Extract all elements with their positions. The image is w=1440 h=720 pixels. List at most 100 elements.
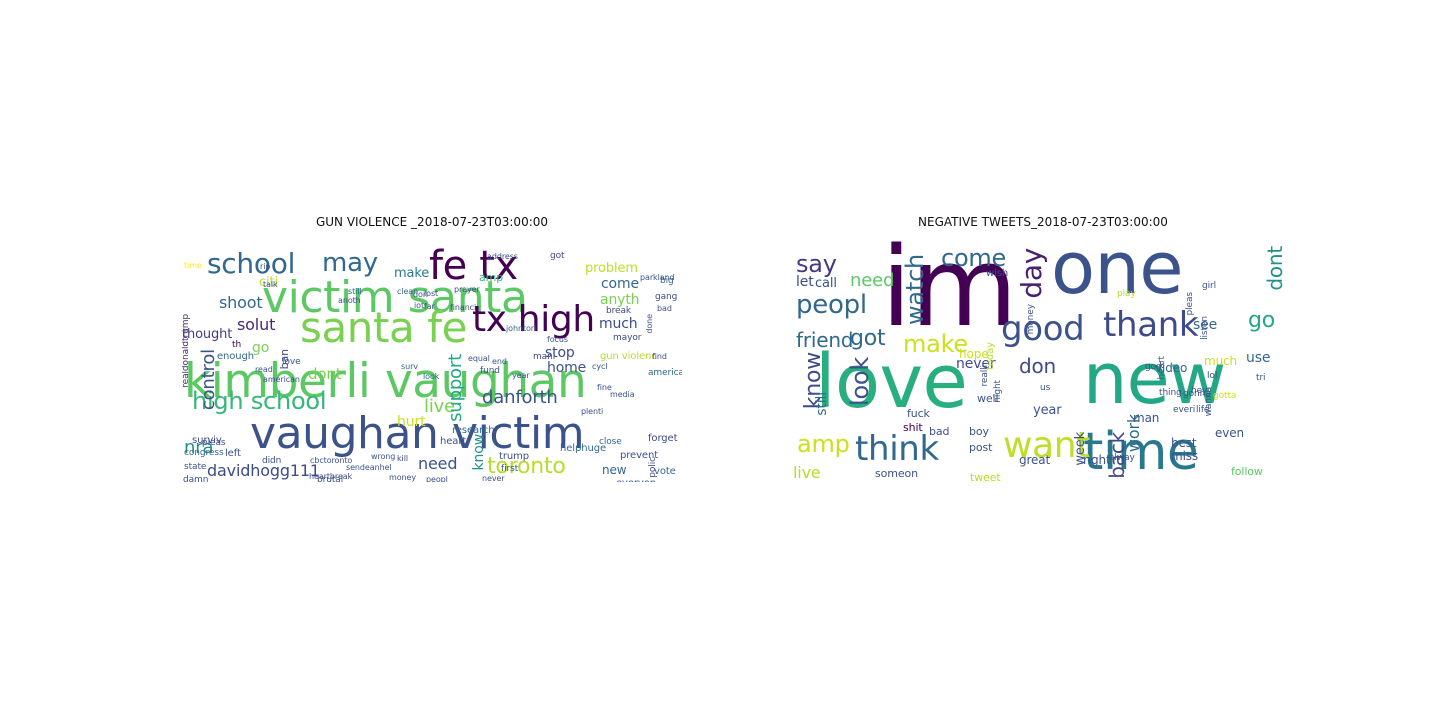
word-home: home: [547, 360, 587, 376]
word-pleas: pleas: [1185, 292, 1195, 316]
word-johntori: johntori: [506, 324, 537, 333]
word-enough: enough: [217, 351, 255, 362]
word-vote: vote: [654, 466, 676, 477]
word-peopl: peopl: [426, 475, 448, 483]
word-never: never: [482, 474, 505, 483]
word-solut: solut: [237, 315, 276, 334]
word-play: play: [1117, 289, 1136, 299]
word-done: done: [645, 314, 654, 334]
word-don: don: [1019, 354, 1057, 378]
word-everyon: everyon: [616, 479, 656, 483]
word-fe-tx: fe tx: [429, 243, 518, 289]
word-fund: fund: [480, 366, 500, 376]
panel-title: NEGATIVE TWEETS_2018-07-23T03:00:00: [918, 215, 1168, 229]
word-fine: fine: [597, 383, 612, 392]
word-listen: listen: [1200, 316, 1210, 340]
word-realdonaldtrump: realdonaldtrump: [182, 314, 191, 388]
word-amp: amp: [797, 430, 850, 458]
word-read: read: [255, 365, 273, 374]
word-great: great: [1019, 453, 1051, 467]
word-kimberli-vaughan: kimberli vaughan: [184, 354, 587, 409]
word-citi: citi: [259, 275, 278, 290]
word-end: end: [492, 357, 507, 366]
word-miss: miss: [1171, 449, 1199, 463]
word-congress: congress: [184, 448, 224, 458]
word-friend: friend: [796, 328, 854, 352]
word-tweet: tweet: [970, 471, 1001, 482]
word-come: come: [941, 244, 1007, 272]
word-even: even: [1215, 426, 1244, 440]
word-trump: trump: [499, 451, 529, 462]
word-damn: damn: [183, 475, 209, 483]
word-santa-fe: santa fe: [300, 303, 468, 352]
word-left: left: [225, 448, 241, 459]
word-us: us: [1040, 383, 1051, 393]
word-hope: hope: [959, 347, 989, 361]
word-mani: mani: [533, 352, 556, 362]
word-good: good: [1001, 309, 1085, 349]
word-want: want: [1003, 425, 1090, 466]
word-got: got: [850, 326, 886, 351]
word-amp: amp: [479, 271, 504, 284]
word-rip: rip: [260, 262, 271, 271]
word-financi: financi: [450, 303, 477, 312]
word-focus: focus: [547, 335, 568, 344]
word-go: go: [1248, 308, 1275, 333]
word-high-school: high school: [192, 387, 327, 415]
word-brutal: brutal: [317, 475, 344, 483]
word-may: may: [322, 248, 378, 278]
word-kill: kill: [397, 454, 408, 463]
word-look: look: [846, 357, 874, 406]
word-time: time: [1083, 422, 1199, 482]
word-watch: watch: [901, 254, 929, 325]
word-girl: girl: [1202, 281, 1217, 291]
word-heart: heart: [440, 436, 467, 447]
word-time: time: [184, 261, 202, 270]
word-never: never: [956, 356, 996, 372]
word-look: look: [423, 372, 440, 381]
word-problem: problem: [585, 261, 638, 276]
word-shit: shit: [903, 421, 923, 434]
word-anyth: anyth: [600, 292, 640, 308]
word-think: think: [855, 429, 939, 469]
word-america: america: [648, 368, 682, 378]
word-live: live: [424, 396, 456, 417]
word-need: need: [850, 270, 895, 291]
word-iot: iot: [414, 301, 425, 310]
word-mayor: mayor: [613, 333, 642, 343]
word-school: school: [207, 247, 296, 280]
word-call: call: [815, 276, 837, 291]
wordcloud-panel-negative-tweets: NEGATIVE TWEETS_2018-07-23T03:00:00 love…: [793, 214, 1293, 482]
word-im: im: [881, 232, 1018, 351]
word-day: day: [1015, 248, 1048, 299]
word-alway: alway: [1109, 453, 1135, 463]
word-say: say: [796, 250, 837, 278]
word-break: break: [606, 306, 632, 316]
word-bad: bad: [929, 425, 950, 438]
word-big: big: [660, 276, 674, 286]
word-thank: thank: [1103, 305, 1199, 345]
word-night: night: [993, 380, 1003, 403]
word-gonna: gonna: [1183, 389, 1211, 399]
word-hey: hey: [1191, 386, 1208, 396]
word-didn: didn: [262, 456, 282, 466]
word-year: year: [1033, 403, 1062, 418]
word-much: much: [599, 316, 638, 332]
word-victim-santa: victim santa: [262, 272, 528, 323]
word-danforth: danforth: [482, 387, 558, 408]
word-equal: equal: [468, 354, 490, 363]
word-money: money: [389, 473, 417, 482]
word-go: go: [252, 340, 270, 356]
word-toronto: toronto: [487, 454, 566, 479]
word-post: post: [969, 441, 993, 454]
word-sur: sur: [356, 481, 375, 482]
word-well: well: [977, 392, 999, 405]
word-fuck: fuck: [907, 407, 930, 420]
word-still: still: [814, 392, 830, 416]
word-wish: wish: [986, 268, 1009, 279]
word-davidhogg111: davidhogg111: [207, 461, 320, 480]
word-realli: realli: [980, 365, 990, 387]
word-year: year: [512, 371, 530, 380]
word-support: support: [445, 354, 466, 422]
word-control: control: [198, 349, 219, 411]
